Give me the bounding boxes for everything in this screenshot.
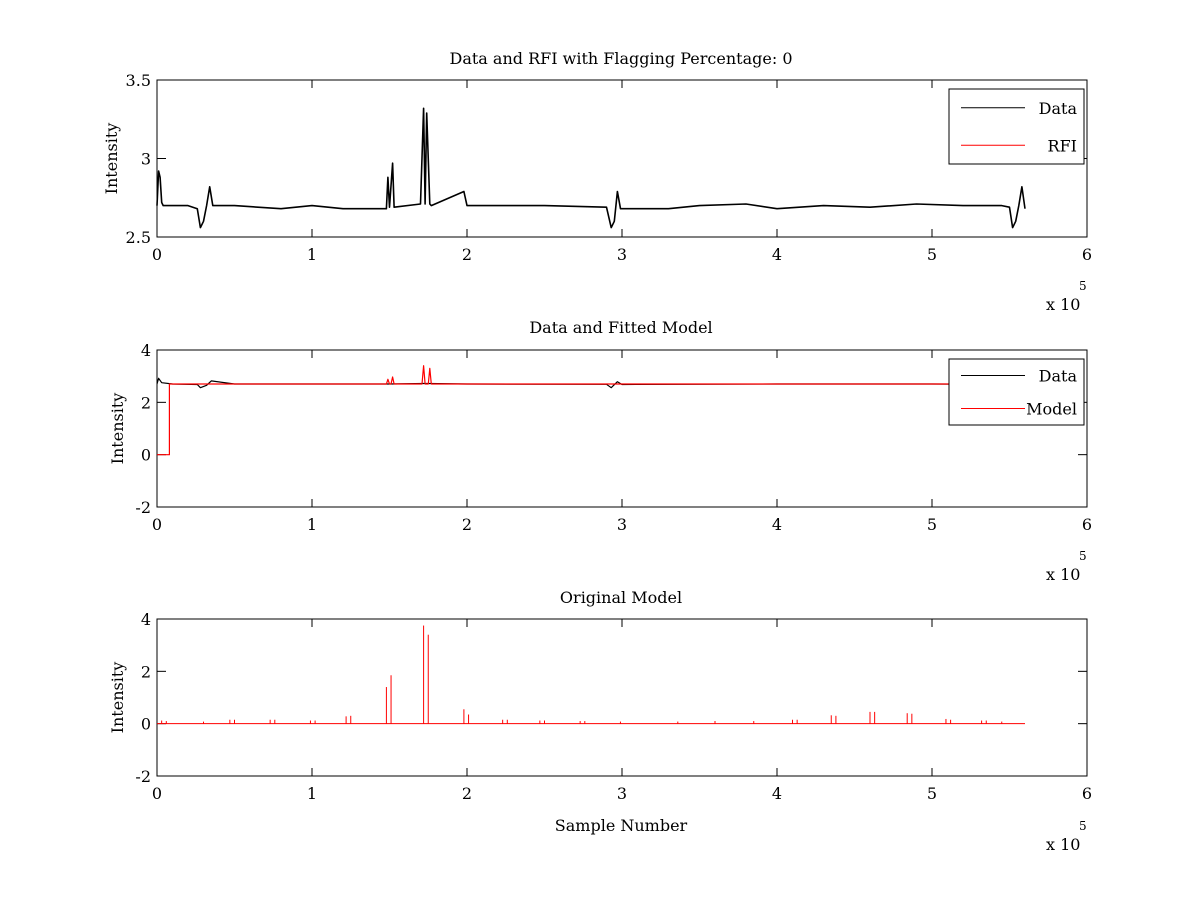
legend-label: Data [1039,99,1078,118]
y-tick-label: -2 [135,767,151,786]
x-tick-label: 4 [772,784,782,803]
y-tick-label: 0 [141,715,151,734]
legend-label: Model [1026,400,1077,419]
x-tick-label: 1 [307,245,317,264]
x-tick-label: 0 [152,245,162,264]
legend: Data RFI [948,88,1085,165]
series-line-data [156,107,1026,229]
x-tick-label: 3 [617,784,627,803]
y-tick-label: 3 [141,150,151,169]
y-tick-label: 2.5 [126,228,151,247]
subplot-data-and-rfi: Data and RFI with Flagging Percentage: 0… [102,49,1092,314]
x-axis-label: Sample Number [555,816,688,835]
y-tick-label: 4 [141,610,151,629]
legend-box [948,88,1085,165]
x-tick-label: 3 [617,515,627,534]
subplot-title: Data and RFI with Flagging Percentage: 0 [449,49,792,68]
x-tick-label: 0 [152,515,162,534]
y-tick-label: 3.5 [126,71,151,90]
x-tick-label: 2 [462,784,472,803]
x-axis-multiplier: x 10 [1046,565,1080,584]
y-axis-label: Intensity [108,662,127,734]
legend-box [948,358,1085,426]
axes-frame [156,79,1088,238]
subplot-title: Original Model [560,588,682,607]
x-tick-label: 1 [307,784,317,803]
y-tick-label: 2 [141,393,151,412]
x-tick-label: 5 [927,784,937,803]
x-tick-label: 2 [462,245,472,264]
y-tick-label: -2 [135,498,151,517]
subplot-data-and-fitted-model: Data and Fitted Model 0 1 2 3 4 5 6-2024Intens… [108,318,1092,584]
y-tick-label: 0 [141,446,151,465]
x-tick-label: 6 [1082,245,1092,264]
y-axis-label: Intensity [108,393,127,465]
x-axis-multiplier-exponent: 5 [1079,549,1087,563]
x-tick-label: 1 [307,515,317,534]
x-tick-label: 4 [772,245,782,264]
x-tick-label: 3 [617,245,627,264]
x-axis-multiplier: x 10 [1046,835,1080,854]
x-tick-label: 6 [1082,515,1092,534]
series-line-model [157,365,1025,456]
x-axis-multiplier-exponent: 5 [1079,279,1087,293]
x-tick-label: 6 [1082,784,1092,803]
axes-frame [156,618,1088,777]
legend-label: RFI [1048,136,1077,155]
subplot-title: Data and Fitted Model [529,318,712,337]
y-tick-label: 2 [141,662,151,681]
x-tick-label: 0 [152,784,162,803]
x-tick-label: 5 [927,515,937,534]
x-tick-label: 4 [772,515,782,534]
axes-frame [156,349,1088,508]
x-tick-label: 5 [927,245,937,264]
x-tick-label: 2 [462,515,472,534]
y-axis-label: Intensity [102,123,121,195]
legend: Data Model [948,358,1085,426]
x-axis-multiplier: x 10 [1046,295,1080,314]
legend-label: Data [1039,367,1078,386]
y-tick-label: 4 [141,341,151,360]
subplot-original-model: Original Model Sample Number 0 1 2 3 4 5 6-202… [108,588,1092,854]
x-axis-multiplier-exponent: 5 [1079,819,1087,833]
